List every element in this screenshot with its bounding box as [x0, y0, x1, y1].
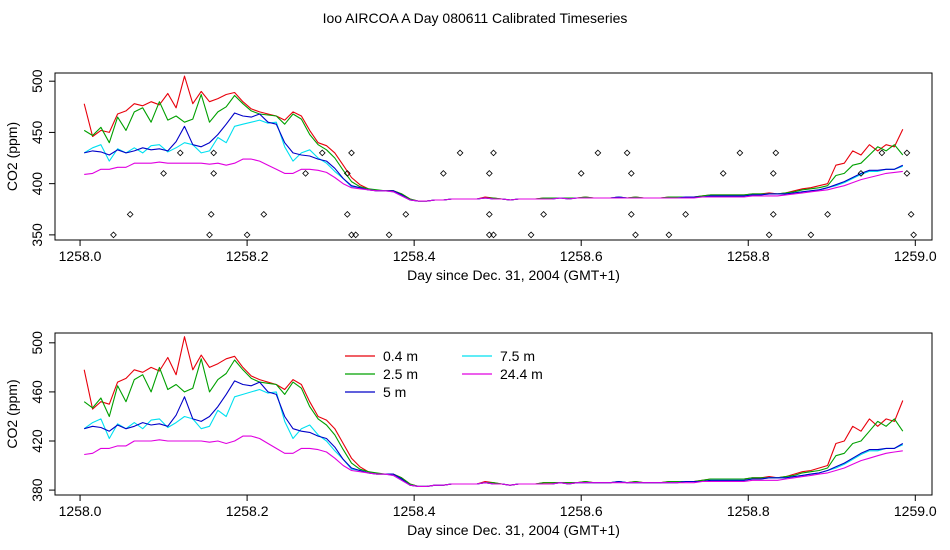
- marker-point: [490, 231, 497, 239]
- marker-point: [160, 170, 167, 177]
- y-tick-label: 400: [29, 172, 45, 196]
- marker-point: [910, 231, 917, 239]
- x-tick-label: 1258.8: [727, 503, 770, 519]
- marker-point: [485, 170, 493, 177]
- series-line-0-4-m: [83, 336, 904, 487]
- marker-point: [490, 149, 497, 157]
- y-tick-label: 500: [29, 331, 45, 355]
- x-axis-label: Day since Dec. 31, 2004 (GMT+1): [407, 522, 620, 538]
- x-tick-label: 1259.0: [894, 503, 937, 519]
- x-tick-label: 1258.4: [393, 503, 436, 519]
- marker-point: [456, 149, 464, 157]
- x-tick-label: 1259.0: [894, 248, 937, 264]
- marker-point: [878, 149, 886, 157]
- marker-point: [207, 211, 215, 218]
- marker-point: [594, 149, 602, 157]
- x-tick-label: 1258.6: [560, 248, 603, 264]
- marker-point: [402, 211, 410, 218]
- marker-point: [352, 231, 360, 239]
- series-line-0-4-m: [83, 75, 904, 202]
- marker-point: [907, 211, 915, 218]
- marker-point: [857, 170, 865, 177]
- legend-label: 24.4 m: [500, 366, 543, 382]
- series-line-24-4-m: [84, 435, 903, 487]
- marker-point: [485, 231, 493, 239]
- marker-point: [210, 170, 218, 177]
- marker-point: [302, 170, 309, 177]
- series-line-2-5-m: [83, 93, 904, 202]
- plot-frame: [54, 332, 933, 496]
- marker-point: [627, 211, 635, 218]
- marker-point: [206, 231, 213, 239]
- marker-point: [807, 231, 815, 239]
- marker-point: [385, 231, 393, 239]
- marker-point: [210, 149, 218, 157]
- y-tick-label: 460: [29, 380, 45, 404]
- marker-point: [682, 211, 689, 218]
- series-line-5-m: [84, 380, 904, 487]
- series-line-5-m: [84, 112, 904, 202]
- marker-point: [623, 149, 631, 157]
- marker-point: [665, 231, 673, 239]
- x-tick-label: 1258.0: [59, 503, 102, 519]
- marker-point: [318, 149, 326, 157]
- y-axis-label: CO2 (ppm): [4, 379, 20, 448]
- marker-point: [126, 211, 134, 218]
- panel-2: 1258.0 1258.2 1258.4 1258.6 1258.8 1259.0 380 4…: [4, 331, 937, 538]
- marker-point: [343, 211, 351, 218]
- marker-point: [527, 231, 535, 239]
- series-line-24-4-m: [84, 158, 903, 202]
- marker-point: [485, 211, 493, 218]
- marker-point: [627, 170, 635, 177]
- x-tick-label: 1258.2: [226, 503, 269, 519]
- marker-point: [736, 149, 744, 157]
- marker-point: [632, 231, 639, 239]
- marker-point: [540, 211, 547, 218]
- chart-title: Ioo AIRCOA A Day 080611 Calibrated Times…: [322, 10, 628, 26]
- legend-label: 0.4 m: [383, 348, 418, 364]
- y-tick-label: 380: [29, 478, 45, 502]
- x-tick-label: 1258.6: [560, 503, 603, 519]
- x-tick-label: 1258.4: [393, 248, 436, 264]
- marker-point: [772, 149, 780, 157]
- legend-label: 2.5 m: [383, 366, 418, 382]
- y-tick-label: 350: [29, 223, 45, 247]
- x-tick-label: 1258.2: [226, 248, 269, 264]
- marker-point: [903, 170, 911, 177]
- marker-point: [769, 211, 777, 218]
- x-tick-label: 1258.0: [59, 248, 102, 264]
- y-tick-label: 420: [29, 429, 45, 453]
- marker-point: [769, 170, 777, 177]
- series-line-7-5-m: [83, 119, 903, 202]
- marker-point: [824, 211, 831, 218]
- plot-frame: [54, 72, 933, 241]
- panel-1: 1258.0 1258.2 1258.4 1258.6 1258.8 1259.0 350 4…: [4, 69, 937, 283]
- marker-point: [903, 149, 911, 157]
- marker-point: [110, 231, 117, 239]
- x-axis-label: Day since Dec. 31, 2004 (GMT+1): [407, 267, 620, 283]
- y-axis-label: CO2 (ppm): [4, 122, 20, 191]
- x-tick-label: 1258.8: [727, 248, 770, 264]
- marker-point: [343, 170, 351, 177]
- marker-point: [260, 211, 268, 218]
- marker-point: [719, 170, 727, 177]
- y-tick-label: 500: [29, 69, 45, 93]
- legend-label: 7.5 m: [500, 348, 535, 364]
- legend: 0.4 m 2.5 m 5 m 7.5 m 24.4 m: [345, 348, 543, 400]
- marker-point: [348, 149, 355, 157]
- series-line-7-5-m: [83, 388, 904, 487]
- y-tick-label: 450: [29, 121, 45, 145]
- marker-point: [765, 231, 773, 239]
- marker-point: [577, 170, 585, 177]
- marker-point: [440, 170, 447, 177]
- marker-point: [348, 231, 355, 239]
- marker-point: [176, 149, 184, 157]
- marker-point: [243, 231, 251, 239]
- legend-label: 5 m: [383, 384, 406, 400]
- series-line-2-5-m: [83, 358, 904, 487]
